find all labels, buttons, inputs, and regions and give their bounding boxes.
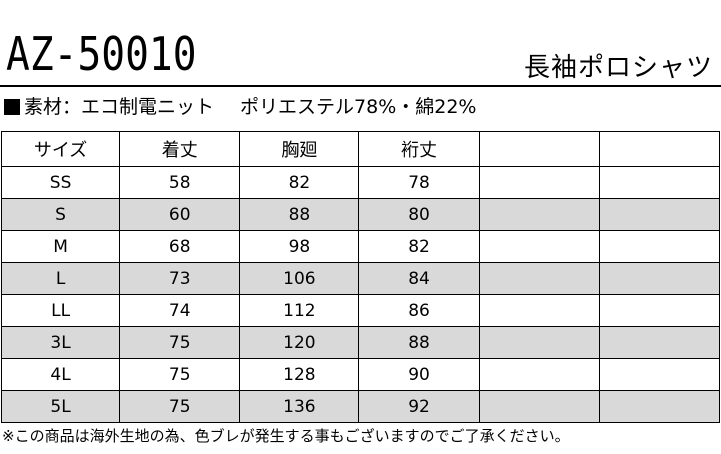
table-row: 3L 75 120 88	[0, 326, 721, 359]
cell-extra-1	[478, 262, 600, 295]
cell-sleeve: 92	[358, 390, 480, 423]
cell-sleeve: 80	[358, 198, 480, 231]
cell-size: M	[0, 230, 121, 263]
cell-length: 75	[119, 326, 241, 359]
material-line: 素材：エコ制電ニット ポリエステル78%・綿22%	[4, 94, 476, 120]
cell-sleeve: 90	[358, 358, 480, 391]
cell-length: 73	[119, 262, 241, 295]
cell-size: 5L	[0, 390, 121, 423]
cell-extra-1	[478, 358, 600, 391]
cell-chest: 136	[239, 390, 360, 423]
table-row: S 60 88 80	[0, 198, 721, 231]
cell-size: 3L	[0, 326, 121, 359]
header-extra-1	[478, 131, 600, 167]
header-size: サイズ	[0, 131, 121, 167]
cell-extra-1	[478, 230, 600, 263]
cell-size: 4L	[0, 358, 121, 391]
header-chest: 胸廻	[239, 131, 360, 167]
cell-sleeve: 86	[358, 294, 480, 327]
black-square-bullet-icon	[4, 99, 20, 115]
cell-extra-1	[478, 326, 600, 359]
cell-extra-2	[598, 358, 721, 391]
cell-chest: 106	[239, 262, 360, 295]
product-code: AZ-50010	[6, 27, 197, 81]
cell-size: LL	[0, 294, 121, 327]
cell-chest: 112	[239, 294, 360, 327]
cell-extra-2	[598, 262, 721, 295]
cell-chest: 128	[239, 358, 360, 391]
cell-extra-2	[598, 294, 721, 327]
cell-size: S	[0, 198, 121, 231]
cell-chest: 82	[239, 166, 360, 199]
cell-sleeve: 78	[358, 166, 480, 199]
cell-chest: 98	[239, 230, 360, 263]
table-row: SS 58 82 78	[0, 166, 721, 199]
cell-extra-2	[598, 166, 721, 199]
cell-extra-2	[598, 198, 721, 231]
table-row: LL 74 112 86	[0, 294, 721, 327]
cell-extra-2	[598, 230, 721, 263]
cell-length: 68	[119, 230, 241, 263]
size-chart-table: サイズ 着丈 胸廻 裄丈 SS 58 82 78 S 60 88 80 M 68 98 82 L 73 10…	[0, 131, 721, 423]
disclaimer-note: ※この商品は海外生地の為、色ブレが発生する事もございますのでご了承ください。	[2, 427, 570, 445]
header-length: 着丈	[119, 131, 241, 167]
cell-length: 74	[119, 294, 241, 327]
cell-length: 75	[119, 358, 241, 391]
cell-length: 75	[119, 390, 241, 423]
table-row: 4L 75 128 90	[0, 358, 721, 391]
cell-chest: 88	[239, 198, 360, 231]
cell-extra-1	[478, 166, 600, 199]
cell-sleeve: 88	[358, 326, 480, 359]
header-extra-2	[598, 131, 721, 167]
cell-sleeve: 82	[358, 230, 480, 263]
product-name: 長袖ポロシャツ	[523, 53, 713, 83]
header-sleeve: 裄丈	[358, 131, 480, 167]
cell-size: SS	[0, 166, 121, 199]
cell-length: 60	[119, 198, 241, 231]
cell-extra-1	[478, 198, 600, 231]
table-row: 5L 75 136 92	[0, 390, 721, 423]
cell-chest: 120	[239, 326, 360, 359]
material-label: 素材：エコ制電ニット	[24, 96, 215, 118]
cell-extra-2	[598, 390, 721, 423]
cell-sleeve: 84	[358, 262, 480, 295]
table-row: M 68 98 82	[0, 230, 721, 263]
table-header-row: サイズ 着丈 胸廻 裄丈	[0, 131, 721, 167]
cell-extra-1	[478, 390, 600, 423]
table-row: L 73 106 84	[0, 262, 721, 295]
cell-extra-2	[598, 326, 721, 359]
cell-length: 58	[119, 166, 241, 199]
cell-extra-1	[478, 294, 600, 327]
material-composition: ポリエステル78%・綿22%	[240, 96, 477, 118]
cell-size: L	[0, 262, 121, 295]
title-divider	[0, 85, 721, 87]
